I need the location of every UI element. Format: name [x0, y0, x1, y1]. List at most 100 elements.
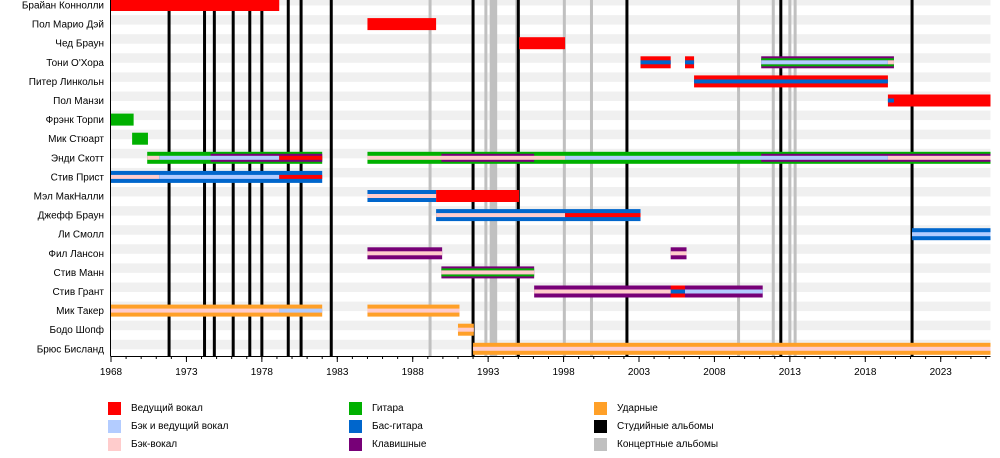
- legend: Ведущий вокал Бэк и ведущий вокал Бэк-вока…: [0, 400, 1000, 458]
- bar-backing-vocals: [367, 308, 460, 313]
- legend-swatch: [594, 401, 607, 415]
- legend-item-drums: Ударные: [594, 401, 658, 415]
- live-album-line: [491, 0, 495, 356]
- bar-backing-vocals: [367, 155, 566, 160]
- bar-bass: [685, 60, 695, 65]
- member-label: Бодо Шопф: [50, 324, 104, 336]
- row-band: [111, 301, 991, 312]
- legend-swatch: [594, 437, 607, 451]
- bar-lead-vocals: [279, 155, 323, 160]
- legend-label: Ведущий вокал: [131, 402, 203, 414]
- bar-guitar: [761, 58, 894, 61]
- legend-swatch: [349, 419, 362, 433]
- live-album-line: [793, 0, 797, 356]
- x-tick-label: 2018: [854, 367, 877, 378]
- row-band: [111, 187, 991, 197]
- legend-label: Ударные: [617, 402, 658, 414]
- x-tick-label: 1983: [326, 367, 349, 378]
- bar-bass: [640, 60, 671, 65]
- legend-label: Концертные альбомы: [617, 438, 719, 450]
- live-album-line: [589, 0, 593, 356]
- live-album-line: [737, 0, 741, 356]
- x-tick-label: 2013: [779, 367, 802, 378]
- bar-lead-backing-vocals: [279, 308, 323, 313]
- legend-item-guitar: Гитара: [349, 401, 404, 415]
- bar-guitar: [111, 113, 134, 126]
- member-label: Стив Грант: [52, 287, 104, 298]
- legend-label: Клавишные: [372, 438, 427, 450]
- legend-item-lead-backing-vocals: Бэк и ведущий вокал: [108, 419, 229, 433]
- bar-lead-vocals: [887, 94, 991, 107]
- x-tick-label: 1988: [402, 367, 425, 378]
- bar-lead-backing-vocals: [159, 155, 280, 160]
- bar-backing-vocals: [670, 251, 687, 256]
- bar-bass: [887, 98, 894, 103]
- member-label: Чед Браун: [55, 39, 104, 50]
- row-band: [111, 167, 991, 178]
- row-band: [111, 53, 991, 63]
- legend-item-lead-vocals: Ведущий вокал: [108, 401, 203, 415]
- x-tick-label: 2008: [703, 367, 726, 378]
- member-label: Джефф Браун: [38, 210, 104, 222]
- bar-lead-vocals: [279, 174, 323, 179]
- legend-label: Бэк-вокал: [131, 438, 178, 450]
- member-label: Брюс Бисланд: [37, 344, 104, 355]
- legend-swatch: [349, 401, 362, 415]
- row-band: [111, 15, 991, 25]
- legend-swatch: [108, 437, 121, 451]
- bar-backing-vocals: [473, 346, 991, 351]
- member-label: Стив Манн: [53, 268, 104, 279]
- live-album-line: [771, 0, 775, 356]
- x-tick-label: 1968: [100, 367, 123, 378]
- bar-lead-backing-vocals: [912, 232, 991, 237]
- live-album-line: [562, 0, 566, 356]
- row-band: [111, 320, 991, 331]
- x-tick-label: 1973: [175, 367, 198, 378]
- studio-album-line: [625, 0, 629, 356]
- member-label: Питер Линкольн: [29, 77, 104, 88]
- legend-item-live-albums: Концертные альбомы: [594, 437, 718, 451]
- row-band: [111, 225, 991, 235]
- bar-bass: [694, 79, 888, 84]
- bar-guitar: [132, 132, 148, 145]
- bar-lead-backing-vocals: [565, 155, 888, 160]
- bar-lead-backing-vocals: [761, 60, 888, 65]
- bar-backing-vocals: [367, 194, 437, 198]
- row-band: [111, 72, 991, 82]
- x-tick-label: 1993: [477, 367, 500, 378]
- legend-swatch: [594, 419, 607, 433]
- legend-label: Бэк и ведущий вокал: [131, 420, 229, 432]
- member-label: Фрэнк Торпи: [46, 115, 104, 126]
- member-label: Тони О'Хора: [46, 58, 104, 69]
- member-label: Мик Стюарт: [48, 134, 104, 145]
- bar-backing-vocals: [111, 174, 160, 179]
- bar-lead-vocals: [565, 213, 641, 218]
- bar-backing-vocals: [534, 289, 671, 294]
- bar-backing-vocals: [441, 270, 535, 275]
- bar-backing-vocals: [887, 155, 991, 160]
- legend-item-bass: Бас-гитара: [349, 419, 423, 433]
- x-tick-label: 2003: [628, 367, 651, 378]
- studio-album-line: [329, 0, 333, 356]
- studio-album-line: [910, 0, 914, 356]
- member-label: Мик Такер: [56, 306, 104, 317]
- bar-guitar: [761, 64, 894, 67]
- row-band: [111, 0, 991, 6]
- bar-backing-vocals: [887, 60, 894, 65]
- timeline-chart: Брайан Коннолли Пол Марио Дэй Чед Браун Тон…: [22, 0, 991, 378]
- bar-backing-vocals: [111, 308, 280, 313]
- bar-backing-vocals: [147, 155, 160, 160]
- bar-lead-vocals: [367, 18, 437, 31]
- studio-album-line: [516, 0, 520, 356]
- studio-album-line: [779, 0, 783, 356]
- live-album-line: [428, 0, 432, 356]
- bar-lead-vocals: [111, 0, 280, 11]
- bar-lead-vocals: [436, 190, 520, 202]
- bar-lead-backing-vocals: [159, 174, 280, 179]
- row-band: [111, 91, 991, 101]
- member-label: Брайан Коннолли: [22, 1, 104, 12]
- row-band: [111, 129, 991, 140]
- row-band: [111, 263, 991, 273]
- bar-lead-backing-vocals: [685, 289, 763, 294]
- legend-swatch: [108, 419, 121, 433]
